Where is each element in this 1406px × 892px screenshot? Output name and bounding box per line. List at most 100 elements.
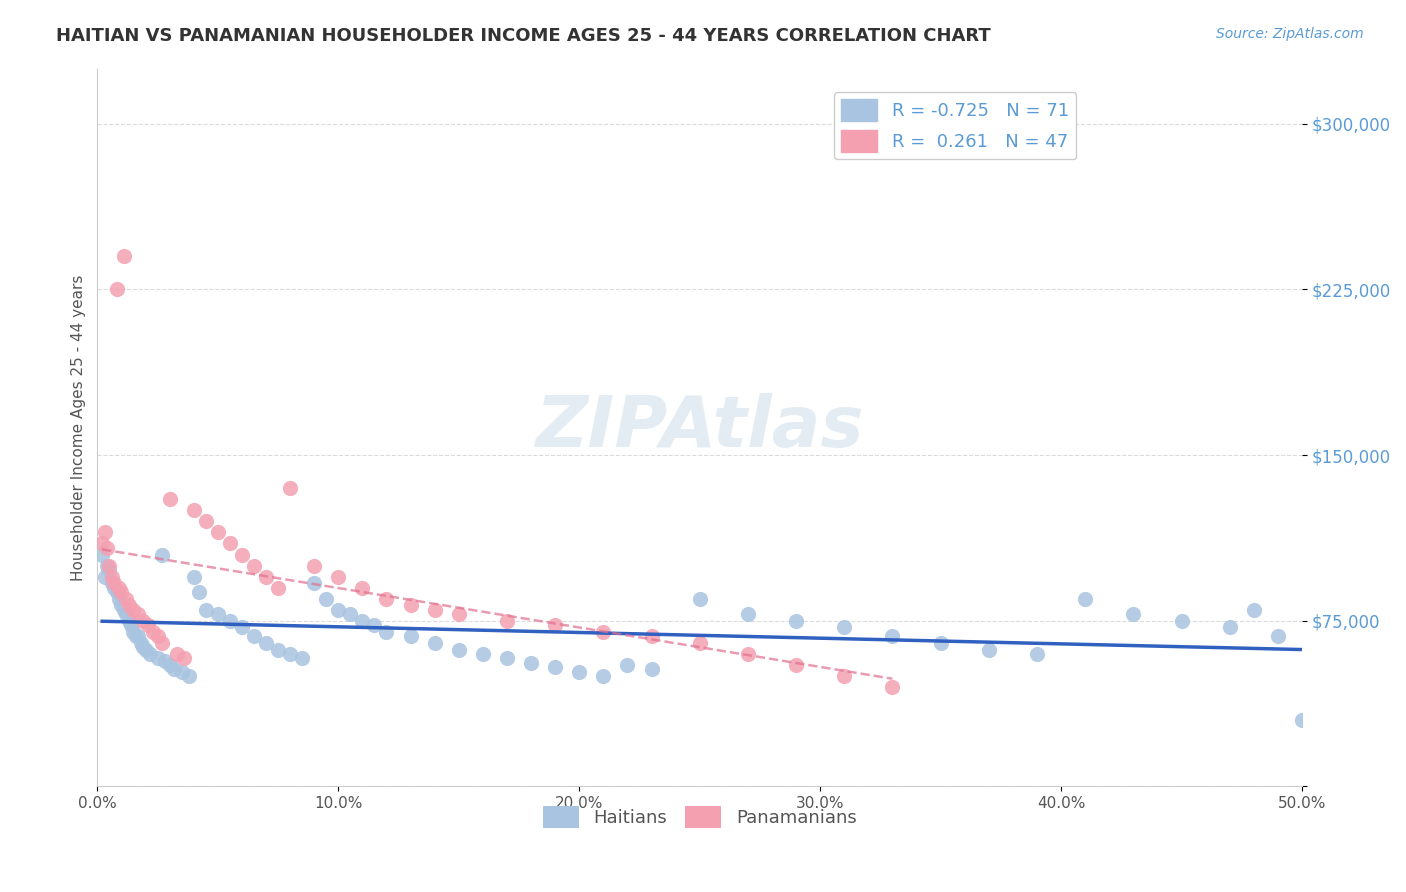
Point: [352, 614, 374, 628]
Point: [139, 647, 162, 661]
Point: [166, 647, 188, 661]
Point: [592, 624, 614, 639]
Point: [785, 614, 807, 628]
Point: [98, 558, 121, 573]
Point: [96, 558, 118, 573]
Point: [520, 656, 543, 670]
Point: [132, 640, 155, 655]
Point: [1074, 591, 1097, 606]
Point: [183, 503, 205, 517]
Point: [105, 585, 128, 599]
Y-axis label: Householder Income Ages 25 - 44 years: Householder Income Ages 25 - 44 years: [72, 275, 86, 581]
Point: [110, 585, 132, 599]
Point: [243, 629, 266, 643]
Point: [173, 651, 195, 665]
Text: ZIPAtlas: ZIPAtlas: [536, 393, 863, 462]
Point: [977, 642, 1000, 657]
Point: [108, 591, 131, 606]
Point: [122, 624, 145, 639]
Point: [115, 607, 138, 622]
Point: [153, 654, 176, 668]
Point: [267, 642, 290, 657]
Point: [142, 624, 165, 639]
Point: [363, 618, 385, 632]
Text: Source: ZipAtlas.com: Source: ZipAtlas.com: [1216, 27, 1364, 41]
Point: [218, 536, 240, 550]
Point: [1170, 614, 1192, 628]
Point: [315, 591, 337, 606]
Point: [302, 558, 325, 573]
Point: [120, 618, 142, 632]
Point: [640, 629, 662, 643]
Point: [254, 569, 277, 583]
Point: [159, 657, 181, 672]
Point: [108, 581, 131, 595]
Point: [207, 607, 229, 622]
Point: [399, 599, 422, 613]
Legend: Haitians, Panamanians: Haitians, Panamanians: [536, 798, 863, 835]
Point: [146, 629, 169, 643]
Point: [118, 614, 141, 628]
Point: [302, 576, 325, 591]
Point: [127, 607, 149, 622]
Point: [291, 651, 314, 665]
Point: [105, 282, 128, 296]
Point: [127, 629, 149, 643]
Point: [135, 642, 157, 657]
Point: [1267, 629, 1289, 643]
Point: [278, 481, 301, 495]
Point: [136, 618, 159, 632]
Point: [640, 662, 662, 676]
Point: [496, 651, 519, 665]
Point: [689, 636, 711, 650]
Point: [882, 680, 904, 694]
Point: [737, 647, 759, 661]
Point: [194, 603, 217, 617]
Text: HAITIAN VS PANAMANIAN HOUSEHOLDER INCOME AGES 25 - 44 YEARS CORRELATION CHART: HAITIAN VS PANAMANIAN HOUSEHOLDER INCOME…: [56, 27, 991, 45]
Point: [159, 492, 181, 507]
Point: [152, 548, 174, 562]
Point: [177, 669, 200, 683]
Point: [544, 618, 567, 632]
Point: [194, 515, 217, 529]
Point: [129, 636, 152, 650]
Point: [447, 607, 470, 622]
Point: [352, 581, 374, 595]
Point: [183, 569, 205, 583]
Point: [1122, 607, 1144, 622]
Point: [96, 541, 118, 555]
Point: [423, 603, 446, 617]
Point: [243, 558, 266, 573]
Point: [423, 636, 446, 650]
Point: [496, 614, 519, 628]
Point: [1026, 647, 1049, 661]
Point: [592, 669, 614, 683]
Point: [101, 576, 124, 591]
Point: [568, 665, 591, 679]
Point: [254, 636, 277, 650]
Point: [929, 636, 952, 650]
Point: [122, 603, 145, 617]
Point: [399, 629, 422, 643]
Point: [375, 591, 398, 606]
Point: [231, 620, 253, 634]
Point: [1219, 620, 1241, 634]
Point: [328, 569, 350, 583]
Point: [218, 614, 240, 628]
Point: [112, 603, 135, 617]
Point: [832, 669, 855, 683]
Point: [125, 629, 148, 643]
Point: [112, 249, 135, 263]
Point: [132, 614, 155, 628]
Point: [146, 651, 169, 665]
Point: [1243, 603, 1265, 617]
Point: [152, 636, 174, 650]
Point: [882, 629, 904, 643]
Point: [616, 657, 638, 672]
Point: [1291, 713, 1313, 727]
Point: [447, 642, 470, 657]
Point: [339, 607, 361, 622]
Point: [328, 603, 350, 617]
Point: [93, 569, 115, 583]
Point: [163, 662, 186, 676]
